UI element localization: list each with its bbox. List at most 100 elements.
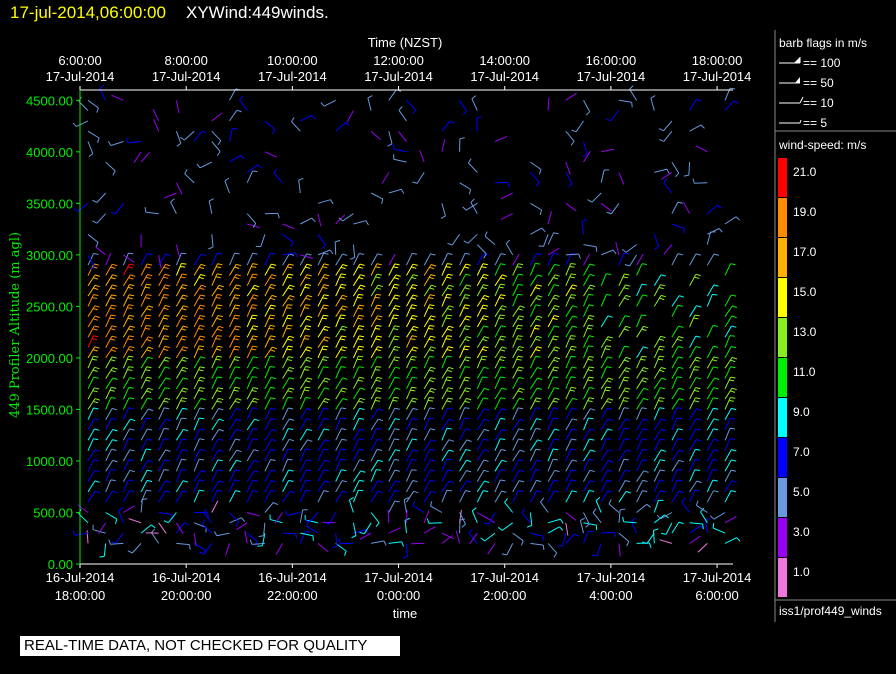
wind-barb-feather	[500, 277, 506, 280]
wind-barb	[299, 295, 308, 307]
wind-barb	[352, 294, 359, 307]
wind-barb	[175, 480, 184, 493]
wind-barb	[618, 459, 625, 472]
wind-barb-feather	[393, 328, 399, 331]
wind-barb	[459, 263, 467, 276]
wind-barb-feather	[447, 335, 453, 337]
wind-barb	[547, 232, 555, 245]
wind-barb-feather	[729, 87, 736, 90]
wind-barb	[689, 274, 697, 287]
wind-barb-feather	[200, 470, 207, 473]
wind-barb-feather	[693, 369, 699, 371]
wind-barb-feather	[148, 408, 154, 412]
wind-barb-feather	[349, 257, 355, 260]
wind-barb	[175, 522, 184, 535]
wind-barb-feather	[411, 458, 417, 461]
wind-barb-feather	[695, 273, 701, 276]
wind-barb-feather	[464, 390, 470, 393]
wind-barb-feather	[588, 417, 594, 420]
wind-barb-feather	[322, 297, 328, 300]
wind-barb-feather	[109, 389, 115, 392]
wind-barb-feather	[535, 448, 541, 451]
wind-barb	[712, 527, 726, 534]
wind-barb-feather	[659, 138, 665, 142]
wind-barb	[530, 172, 540, 183]
wind-barb-feather	[251, 338, 257, 341]
wind-barb-feather	[305, 276, 311, 280]
wind-barb-feather	[184, 169, 188, 175]
wind-barb-feather	[112, 284, 118, 287]
wind-barb	[469, 532, 478, 544]
wind-barb-feather	[377, 253, 383, 256]
speed-swatch	[778, 558, 787, 597]
wind-barb-feather	[536, 253, 542, 256]
wind-barb	[600, 428, 609, 441]
wind-barb-feather	[570, 376, 576, 378]
wind-barb-feather	[176, 142, 182, 147]
wind-barb	[671, 376, 678, 390]
wind-barb-feather	[94, 366, 100, 370]
wind-barb-feather	[304, 519, 310, 523]
wind-barb-feather	[677, 438, 683, 441]
wind-barb-feather	[625, 418, 631, 421]
wind-barb	[494, 397, 502, 410]
wind-barb	[636, 503, 648, 513]
wind-barb	[335, 346, 343, 359]
wind-barb	[601, 531, 615, 534]
wind-barb-feather	[410, 338, 416, 341]
wind-barb-feather	[713, 366, 719, 369]
wind-barb-feather	[125, 137, 129, 143]
wind-barb-feather	[93, 459, 99, 462]
wind-barb-feather	[713, 449, 719, 452]
wind-barb-feather	[270, 284, 276, 287]
wind-barb-feather	[252, 428, 258, 430]
wind-barb-feather	[606, 380, 612, 383]
wind-barb	[282, 314, 289, 328]
wind-barb	[689, 418, 697, 431]
wind-barb	[476, 284, 484, 297]
wind-barb	[388, 274, 397, 287]
wind-barb-feather	[693, 400, 700, 403]
wind-barb	[352, 480, 360, 493]
wind-barb	[423, 407, 431, 420]
wind-barb-feather	[164, 345, 170, 348]
wind-barb-feather	[129, 263, 135, 266]
wind-barb-feather	[448, 325, 454, 329]
wind-barb	[565, 448, 572, 462]
wind-barb-feather	[552, 369, 558, 372]
wind-barb-feather	[572, 315, 578, 318]
wind-barb-feather	[128, 355, 134, 358]
wind-barb-feather	[147, 428, 153, 431]
wind-barb	[459, 398, 467, 410]
wind-barb-feather	[335, 239, 341, 243]
wind-barb	[335, 417, 342, 431]
wind-barb	[406, 253, 413, 266]
wind-barb-feather	[163, 348, 169, 351]
speed-swatch	[778, 438, 787, 477]
wind-barb-feather	[307, 346, 313, 349]
wind-barb	[140, 417, 147, 431]
wind-barb-feather	[484, 336, 490, 339]
wind-barb	[451, 234, 461, 246]
wind-barb-feather	[197, 348, 203, 351]
wind-barb-feather	[294, 252, 298, 258]
wind-barb-feather	[287, 396, 293, 399]
wind-barb	[158, 335, 165, 348]
wind-barb-feather	[536, 490, 542, 493]
wind-barb	[487, 543, 496, 555]
wind-barb-feather	[93, 294, 99, 296]
wind-barb	[441, 253, 449, 266]
wind-barb	[335, 335, 342, 348]
wind-barb	[158, 377, 167, 390]
wind-barb-feather	[200, 315, 206, 317]
wind-barb-feather	[252, 376, 258, 378]
wind-barb	[468, 162, 478, 173]
wind-barb-feather	[233, 389, 239, 392]
wind-barb-feather	[340, 314, 346, 317]
wind-barb-feather	[182, 449, 188, 452]
wind-barb-feather	[466, 470, 472, 473]
wind-barb	[724, 449, 732, 462]
wind-barb	[300, 114, 313, 122]
wind-barb-feather	[623, 458, 629, 461]
wind-barb-feather	[145, 276, 151, 279]
